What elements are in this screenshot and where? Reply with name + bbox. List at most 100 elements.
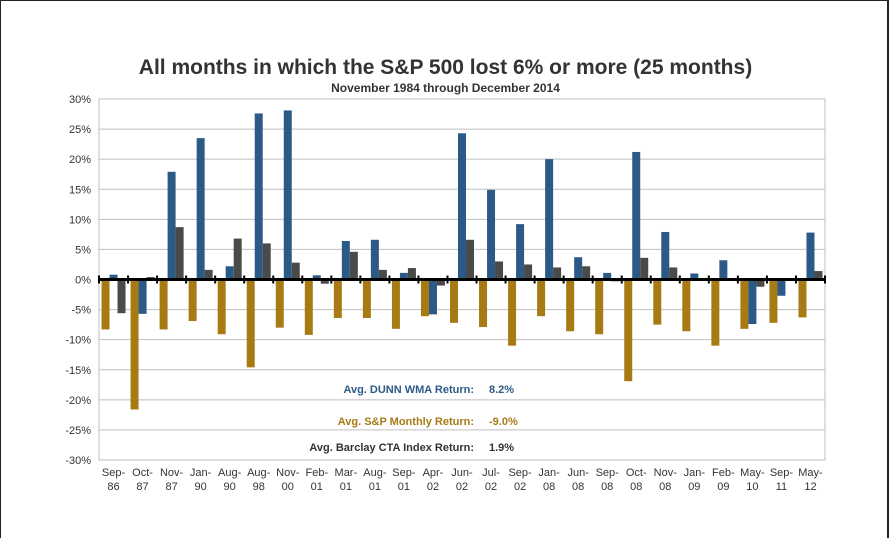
- y-tick-label: 25%: [69, 124, 91, 136]
- bar-sp: [246, 279, 255, 368]
- x-tick-label-year: 09: [688, 481, 700, 493]
- bar-dunn: [603, 272, 612, 280]
- bar-sp: [508, 279, 517, 346]
- bar-cta: [436, 279, 445, 286]
- bar-cta: [175, 227, 184, 280]
- bar-dunn: [109, 274, 118, 280]
- bar-cta: [582, 266, 591, 280]
- x-tick-label-year: 02: [514, 481, 526, 493]
- bar-dunn: [719, 260, 728, 280]
- x-tick-label-month: May-: [740, 467, 765, 479]
- bar-sp: [624, 279, 633, 382]
- x-tick-label-year: 02: [427, 481, 439, 493]
- bar-cta: [640, 257, 649, 280]
- x-tick-label-year: 01: [369, 481, 381, 493]
- bar-sp: [450, 279, 458, 323]
- x-tick-label-year: 01: [311, 481, 323, 493]
- bar-dunn: [487, 189, 496, 280]
- annotation-label: Avg. DUNN WMA Return:: [343, 384, 474, 396]
- bar-dunn: [458, 133, 466, 280]
- y-tick-label: 5%: [75, 244, 91, 256]
- x-tick-label-year: 87: [165, 481, 177, 493]
- bar-dunn: [806, 232, 815, 280]
- x-tick-label-month: Jul-: [482, 467, 500, 479]
- bar-dunn: [312, 275, 321, 280]
- bar-sp: [595, 279, 604, 335]
- x-tick-label-month: Feb-: [305, 467, 328, 479]
- bar-dunn: [516, 224, 525, 280]
- y-axis-tick-labels: 30% 25% 20% 15% 10% 5% 0% -5% -10% -15% -20% -25% -3…: [65, 94, 91, 467]
- bar-dunn: [690, 273, 699, 280]
- x-tick-label-month: Aug-: [218, 467, 242, 479]
- x-tick-label-year: 08: [572, 481, 584, 493]
- x-tick-label-month: Nov-: [276, 467, 300, 479]
- bar-cta: [814, 271, 823, 280]
- bar-sp: [217, 279, 226, 335]
- bar-sp: [566, 279, 575, 332]
- bar-cta: [466, 239, 474, 280]
- x-tick-label-year: 87: [136, 481, 148, 493]
- bar-cta: [291, 262, 300, 280]
- bar-dunn: [661, 231, 670, 280]
- y-tick-label: -5%: [71, 305, 91, 317]
- bar-sp: [362, 279, 371, 319]
- x-tick-label-month: Sep-: [392, 467, 416, 479]
- x-tick-label-year: 02: [485, 481, 497, 493]
- bar-dunn: [748, 279, 757, 325]
- bar-dunn: [283, 110, 292, 280]
- bar-sp: [798, 279, 807, 318]
- annotation-label: Avg. Barclay CTA Index Return:: [309, 442, 474, 454]
- x-tick-label-year: 08: [601, 481, 613, 493]
- y-tick-label: -25%: [65, 425, 91, 437]
- bar-dunn: [225, 266, 234, 280]
- x-tick-label-month: May-: [798, 467, 823, 479]
- x-tick-label-year: 11: [776, 481, 787, 493]
- x-tick-label-year: 12: [804, 481, 816, 493]
- x-tick-label-year: 09: [717, 481, 729, 493]
- bar-cta: [669, 267, 678, 280]
- bar-dunn: [138, 279, 147, 314]
- y-tick-label: 30%: [69, 94, 91, 106]
- bar-sp: [333, 279, 342, 319]
- x-tick-label-month: Sep-: [596, 467, 620, 479]
- x-axis-tick-labels: Sep- 86 Oct- 87 Nov- 87 Jan- 90 Aug- 90 Aug- 98 Nov-…: [102, 467, 823, 493]
- x-tick-label-month: Aug-: [363, 467, 387, 479]
- x-tick-label-month: Apr-: [423, 467, 444, 479]
- x-tick-label-year: 10: [746, 481, 758, 493]
- bar-sp: [479, 279, 488, 328]
- bars: [101, 110, 823, 410]
- bar-cta: [349, 251, 358, 280]
- bar-cta: [553, 267, 562, 280]
- bar-sp: [101, 279, 110, 330]
- x-tick-label-year: 08: [543, 481, 555, 493]
- x-tick-label-year: 90: [195, 481, 207, 493]
- bar-sp: [130, 279, 139, 410]
- bar-sp: [304, 279, 313, 335]
- bar-sp: [159, 279, 168, 330]
- bar-cta: [756, 279, 765, 287]
- bar-sp: [711, 279, 720, 346]
- x-tick-label-year: 86: [107, 481, 119, 493]
- x-tick-label-year: 00: [282, 481, 294, 493]
- bar-cta: [320, 279, 329, 284]
- x-tick-label-year: 02: [456, 481, 468, 493]
- annotation-label: Avg. S&P Monthly Return:: [338, 416, 474, 428]
- y-tick-label: -30%: [65, 455, 91, 467]
- x-tick-label-year: 08: [630, 481, 642, 493]
- bar-cta: [495, 261, 504, 280]
- x-tick-label-month: Sep-: [508, 467, 532, 479]
- x-tick-label-month: Oct-: [626, 467, 647, 479]
- bar-dunn: [428, 279, 437, 315]
- bar-dunn: [341, 240, 350, 280]
- bar-cta: [524, 264, 533, 280]
- bar-sp: [188, 279, 197, 322]
- bar-sp: [275, 279, 284, 328]
- x-tick-label-year: 01: [340, 481, 352, 493]
- x-tick-label-month: Nov-: [160, 467, 184, 479]
- bar-sp: [682, 279, 691, 332]
- bar-dunn: [254, 113, 263, 280]
- bar-cta: [407, 268, 416, 280]
- y-tick-label: 20%: [69, 154, 91, 166]
- y-tick-label: 15%: [69, 184, 91, 196]
